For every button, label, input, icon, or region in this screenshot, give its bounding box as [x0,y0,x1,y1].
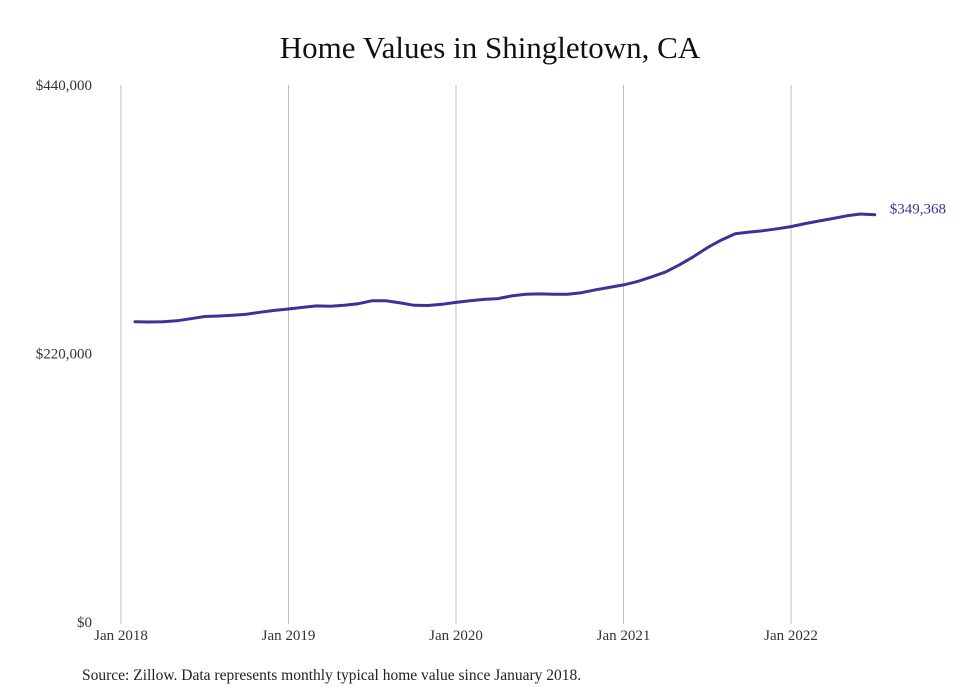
chart-title: Home Values in Shingletown, CA [279,30,701,65]
x-axis-ticks: Jan 2018 Jan 2019 Jan 2020 Jan 2021 Jan 2022 [94,628,818,644]
gridlines [120,85,792,624]
source-note: Source: Zillow. Data represents monthly … [82,667,582,684]
x-tick-label: Jan 2022 [764,628,818,644]
series-layer [133,212,877,324]
y-tick-label: $440,000 [36,78,92,94]
y-tick-label: $220,000 [36,347,92,363]
y-axis-ticks: $0 $220,000 $440,000 [36,78,92,631]
x-tick-label: Jan 2019 [262,628,316,644]
y-tick-label: $0 [77,615,92,631]
x-tick-label: Jan 2021 [597,628,651,644]
x-tick-label: Jan 2020 [429,628,483,644]
end-value-label: $349,368 [890,202,946,218]
series-line [133,212,877,324]
x-tick-label: Jan 2018 [94,628,148,644]
end-label-layer: $349,368 [890,202,946,218]
